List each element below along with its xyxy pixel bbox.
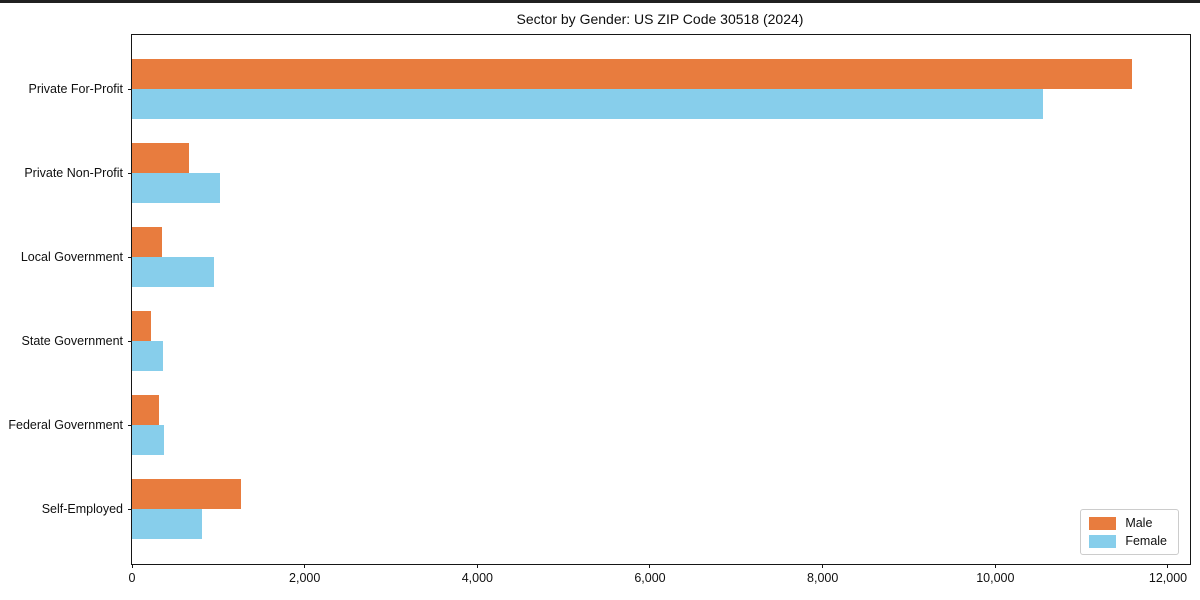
x-tick-mark <box>304 564 306 568</box>
chart-title: Sector by Gender: US ZIP Code 30518 (202… <box>516 11 804 27</box>
bar-female-private-non-profit <box>132 173 221 203</box>
plot-area: Male Female Private For-Profit Private Non… <box>8 34 1191 585</box>
x-tick-mark <box>994 564 996 568</box>
y-tick-label: Private For-Profit <box>28 82 123 96</box>
bar-male-local-government <box>132 227 162 257</box>
x-tick-label: 2,000 <box>289 571 321 585</box>
x-tick-mark <box>649 564 651 568</box>
bar-female-federal-government <box>132 425 165 455</box>
legend-item-male: Male <box>1089 516 1167 530</box>
window-top-border <box>0 0 1200 3</box>
x-tick-label: 8,000 <box>807 571 839 585</box>
y-tick-mark <box>128 172 132 174</box>
legend: Male Female <box>1080 509 1179 555</box>
x-tick-label: 10,000 <box>976 571 1015 585</box>
x-tick-label: 4,000 <box>461 571 493 585</box>
y-tick-mark <box>128 256 132 258</box>
legend-label-male: Male <box>1125 516 1153 530</box>
legend-label-female: Female <box>1125 534 1167 548</box>
y-tick-label: State Government <box>21 334 123 348</box>
y-tick-label: Federal Government <box>8 418 123 432</box>
legend-swatch-female <box>1089 534 1117 548</box>
legend-swatch-male <box>1089 516 1117 530</box>
bar-male-self-employed <box>132 479 242 509</box>
x-tick-mark <box>131 564 133 568</box>
x-tick-mark <box>822 564 824 568</box>
bar-female-self-employed <box>132 509 202 539</box>
bar-female-local-government <box>132 257 215 287</box>
y-tick-mark <box>128 508 132 510</box>
x-tick-label: 0 <box>128 571 136 585</box>
x-tick-mark <box>1167 564 1169 568</box>
y-tick-mark <box>128 340 132 342</box>
y-tick-label: Local Government <box>20 250 123 264</box>
bar-male-state-government <box>132 311 151 341</box>
bar-male-private-non-profit <box>132 143 190 173</box>
y-tick-label: Private Non-Profit <box>24 166 123 180</box>
bar-male-federal-government <box>132 395 160 425</box>
bar-male-private-for-profit <box>132 59 1132 89</box>
x-tick-label: 6,000 <box>634 571 666 585</box>
bar-female-state-government <box>132 341 163 371</box>
x-tick-label: 12,000 <box>1148 571 1188 585</box>
y-tick-mark <box>128 88 132 90</box>
y-tick-label: Self-Employed <box>41 502 123 516</box>
x-tick-mark <box>476 564 478 568</box>
y-tick-mark <box>128 424 132 426</box>
legend-item-female: Female <box>1089 534 1167 548</box>
bar-female-private-for-profit <box>132 89 1043 119</box>
